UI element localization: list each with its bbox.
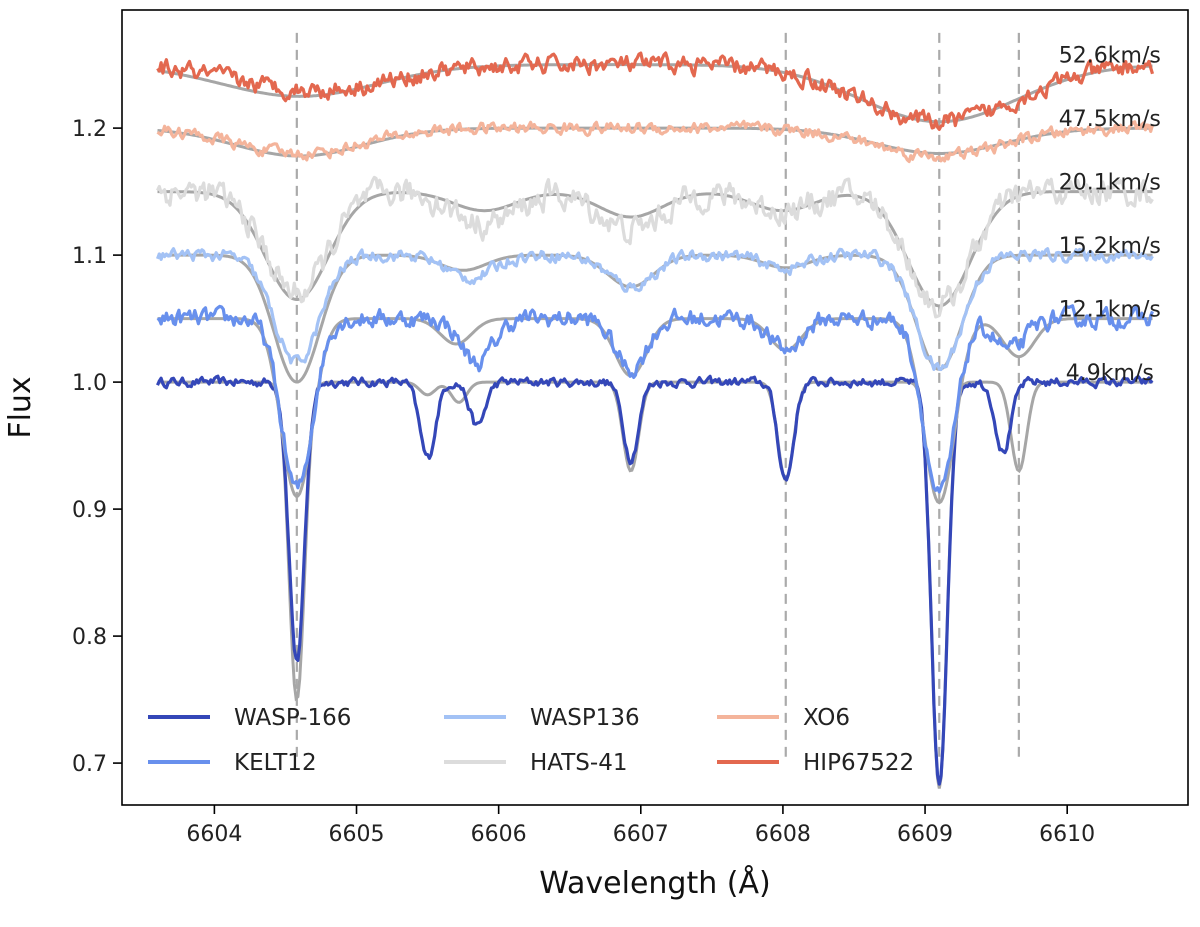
vsini-label-4: 47.5km/s (1059, 107, 1161, 132)
vsini-label-2: 15.2km/s (1059, 234, 1161, 259)
legend-label-5: HIP67522 (803, 750, 914, 776)
x-tick-label: 6608 (755, 822, 811, 847)
vsini-label-1: 12.1km/s (1059, 298, 1161, 323)
legend-label-3: HATS-41 (530, 750, 627, 776)
plot-frame (121, 9, 1189, 806)
y-tick-label: 1.2 (72, 117, 107, 142)
vsini-label-5: 52.6km/s (1059, 44, 1161, 69)
y-axis-ticks: 0.7 0.8 0.9 1.0 1.1 1.2 (72, 117, 122, 777)
series-line-hip67522 (156, 51, 1155, 131)
x-tick-label: 6606 (471, 822, 527, 847)
series-line-hats-41 (156, 175, 1154, 319)
x-axis-ticks: 6604 6605 6606 6607 6608 6609 6610 (186, 805, 1095, 847)
series-line-wasp136 (156, 247, 1154, 372)
legend-label-1: KELT12 (234, 750, 317, 776)
vsini-annotations: 4.9km/s 12.1km/s 15.2km/s 20.1km/s 47.5km/s 5… (1059, 44, 1161, 386)
series-line-xo6 (156, 119, 1155, 164)
model-line-2 (157, 253, 1153, 384)
vsini-label-0: 4.9km/s (1066, 361, 1154, 386)
model-line-3 (157, 190, 1153, 308)
x-tick-label: 6607 (613, 822, 669, 847)
x-tick-label: 6605 (329, 822, 385, 847)
series-line-kelt12 (156, 304, 1154, 494)
x-tick-label: 6604 (186, 822, 242, 847)
vsini-label-3: 20.1km/s (1059, 171, 1161, 196)
y-tick-label: 1.0 (72, 371, 107, 396)
y-tick-label: 1.1 (72, 244, 107, 269)
legend-label-2: WASP136 (530, 705, 640, 731)
series-line-wasp-166 (156, 374, 1154, 786)
y-tick-label: 0.7 (72, 752, 107, 777)
y-tick-label: 0.8 (72, 625, 107, 650)
spectra-series (156, 51, 1155, 789)
legend: WASP-166 KELT12 WASP136 HATS-41 XO6 HIP67522 (148, 705, 914, 776)
x-tick-label: 6609 (897, 822, 953, 847)
legend-label-4: XO6 (803, 705, 850, 731)
absorption-line-markers (295, 32, 1020, 757)
x-axis-label: Wavelength (Å) (539, 865, 770, 901)
y-tick-label: 0.9 (72, 498, 107, 523)
x-tick-label: 6610 (1039, 822, 1095, 847)
y-axis-label: Flux (3, 376, 38, 438)
legend-label-0: WASP-166 (234, 705, 351, 731)
